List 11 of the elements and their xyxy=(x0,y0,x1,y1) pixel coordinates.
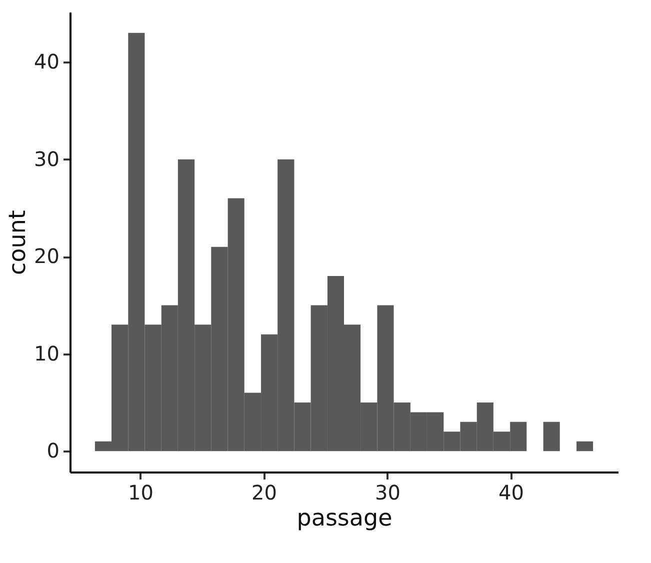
y-tick-label: 10 xyxy=(34,341,60,366)
x-tick-label: 20 xyxy=(252,480,277,504)
x-axis-title: passage xyxy=(296,506,392,532)
y-tick-label: 30 xyxy=(34,146,60,171)
y-tick-label: 0 xyxy=(46,438,60,463)
y-tick-label: 40 xyxy=(34,50,60,74)
x-tick-label: 40 xyxy=(498,480,524,504)
x-tick-label: 10 xyxy=(128,480,154,504)
y-tick-label: 20 xyxy=(34,244,60,268)
y-axis-title: count xyxy=(5,210,32,275)
x-tick-label: 30 xyxy=(374,480,400,504)
